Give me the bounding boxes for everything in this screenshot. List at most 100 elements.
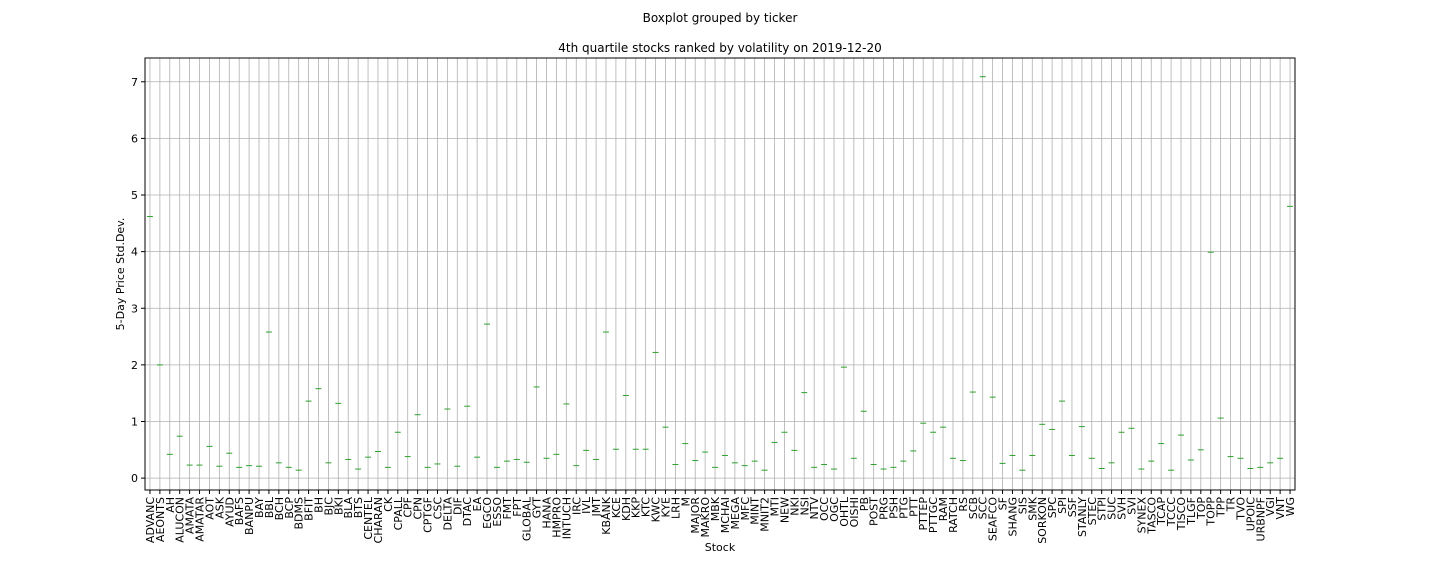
y-tick-label: 5 [131, 189, 138, 202]
x-tick-label: TASCO [1145, 497, 1158, 535]
x-tick-label: SYNEX [1135, 497, 1148, 534]
x-tick-label: SPI [1056, 497, 1069, 514]
x-tick-label: BCP [283, 497, 296, 519]
x-tick-label: DELTA [441, 497, 454, 531]
x-tick-label: KWC [650, 497, 663, 523]
x-tick-label: IRC [570, 497, 583, 515]
x-tick-label: TCCC [1165, 497, 1178, 527]
x-tick-label: VNT [1274, 497, 1287, 520]
x-tick-label: ADVANC [144, 497, 157, 543]
x-tick-label: BJC [322, 497, 335, 516]
x-tick-label: BH [312, 497, 325, 513]
x-tick-label: SMK [1026, 496, 1039, 520]
x-tick-label: PTG [897, 497, 910, 519]
x-tick-label: M [679, 497, 692, 507]
x-tick-label: SPC [1046, 497, 1059, 519]
x-tick-label: VGI [1264, 497, 1277, 516]
x-axis-label: Stock [705, 541, 736, 554]
x-tick-label: SUC [1106, 497, 1119, 520]
x-tick-label: BKI [332, 497, 345, 515]
x-tick-label: STEC [1086, 497, 1099, 526]
x-tick-label: FMT [501, 497, 514, 520]
x-tick-label: BBL [263, 496, 276, 518]
x-tick-label: OGC [828, 497, 841, 522]
x-tick-label: IVL [580, 496, 593, 514]
x-tick-label: GYT [531, 497, 544, 519]
x-tick-label: STANLY [1076, 497, 1089, 537]
x-tick-label: SSF [1066, 497, 1079, 517]
x-tick-label: MEGA [729, 497, 742, 530]
x-tick-label: MFC [739, 497, 752, 521]
x-tick-label: CPTGF [422, 497, 435, 533]
y-tick-label: 2 [131, 359, 138, 372]
y-tick-label: 0 [131, 472, 138, 485]
x-tick-label: AMATA [184, 497, 197, 535]
x-tick-label: LRH [669, 497, 682, 519]
x-tick-label: SIS [1016, 497, 1029, 514]
x-tick-label: UPOIC [1244, 497, 1257, 532]
x-tick-label: AYUD [223, 497, 236, 527]
x-tick-label: CENTEL [362, 496, 375, 540]
x-tick-label: BANPU [243, 497, 256, 535]
x-tick-label: CK [382, 496, 395, 512]
x-tick-label: AOT [203, 497, 216, 520]
chart-title: Boxplot grouped by ticker [643, 11, 798, 25]
x-tick-label: BAY [253, 497, 266, 518]
x-tick-label: DIF [451, 497, 464, 515]
x-tick-label: MCHAI [719, 497, 732, 533]
x-tick-label: HANA [541, 497, 554, 529]
x-tick-label: MNIT2 [759, 497, 772, 532]
y-tick-label: 6 [131, 132, 138, 145]
y-tick-label: 1 [131, 415, 138, 428]
x-tick-label: TOPP [1205, 497, 1218, 527]
x-tick-label: RATCH [947, 497, 960, 533]
x-tick-label: MAKRO [699, 497, 712, 538]
x-tick-label: OISHI [848, 497, 861, 527]
x-tick-label: INTUCH [560, 497, 573, 539]
x-tick-label: KDH [620, 497, 633, 521]
x-tick-label: PTT [907, 497, 920, 517]
x-tick-label: RS [957, 497, 970, 512]
x-tick-label: DTAC [461, 497, 474, 527]
x-tick-label: NEW [778, 497, 791, 523]
x-tick-label: MBK [709, 496, 722, 521]
x-tick-label: RAM [937, 497, 950, 521]
x-tick-label: SCB [967, 497, 980, 519]
x-tick-label: SEAFCO [987, 497, 1000, 541]
x-tick-label: PB [858, 497, 871, 511]
x-tick-label: HMPRO [550, 497, 563, 538]
x-tick-label: GLOBAL [521, 496, 534, 541]
x-tick-label: AEONTS [154, 497, 167, 542]
y-tick-label: 7 [131, 76, 138, 89]
x-tick-label: URBNPF [1254, 497, 1267, 541]
x-tick-label: TCAP [1155, 497, 1168, 526]
x-tick-label: KCE [610, 497, 623, 518]
x-tick-label: BFIT [303, 497, 316, 521]
x-tick-label: KKP [630, 497, 643, 518]
x-tick-label: SHANG [1006, 497, 1019, 537]
x-tick-label: PRG [878, 497, 891, 520]
x-tick-label: BAFS [233, 497, 246, 525]
x-tick-label: BTS [352, 497, 365, 518]
x-tick-label: KYE [659, 497, 672, 518]
x-tick-label: BCH [273, 497, 286, 520]
x-tick-label: PSH [887, 497, 900, 519]
x-tick-label: CPALL [392, 496, 405, 530]
x-tick-label: MTI [769, 497, 782, 516]
y-tick-label: 4 [131, 246, 138, 259]
x-tick-label: ALUCON [174, 497, 187, 543]
x-tick-label: MAJOR [689, 497, 702, 534]
x-tick-label: TVO [1234, 497, 1247, 521]
x-tick-label: TLGF [1185, 497, 1198, 526]
y-axis-label: 5-Day Price Std.Dev. [114, 218, 127, 331]
x-tick-label: FPT [511, 497, 524, 517]
y-tick-label: 3 [131, 302, 138, 315]
x-tick-label: CPN [412, 497, 425, 520]
x-tick-label: SVI [1125, 497, 1138, 515]
x-tick-label: TPP [1215, 497, 1228, 518]
x-tick-label: ASK [213, 496, 226, 519]
x-tick-label: STPI [1096, 497, 1109, 521]
x-tick-label: EGCO [481, 497, 494, 529]
